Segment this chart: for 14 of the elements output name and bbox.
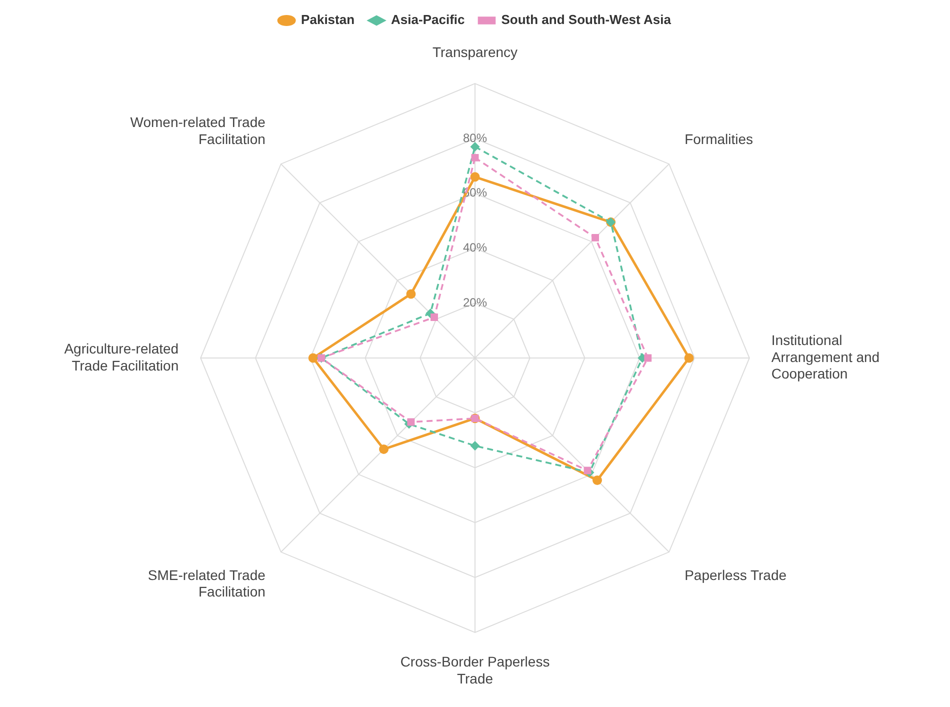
spoke-label: Agriculture-related Trade Facilitation	[64, 340, 179, 374]
y-tick-label: 20%	[462, 295, 488, 310]
spoke-label: Paperless Trade	[684, 566, 787, 583]
legend-label: Asia-Pacific	[391, 12, 465, 28]
legend-label: Pakistan	[301, 12, 355, 28]
spoke-label: Cross-Border Paperless Trade	[400, 654, 550, 686]
spoke-label: Institutional Arrangement and Cooperation	[771, 332, 880, 382]
legend-label: South and South-West Asia	[501, 12, 672, 28]
y-tick-label: 40%	[462, 240, 488, 255]
spoke-label: Transparency	[432, 44, 518, 60]
spoke-label: SME-related Trade Facilitation	[148, 566, 266, 600]
y-tick-label: 80%	[462, 130, 488, 145]
spoke-label: Women-related Trade Facilitation	[130, 114, 266, 147]
spoke-label: Formalities	[684, 130, 754, 147]
